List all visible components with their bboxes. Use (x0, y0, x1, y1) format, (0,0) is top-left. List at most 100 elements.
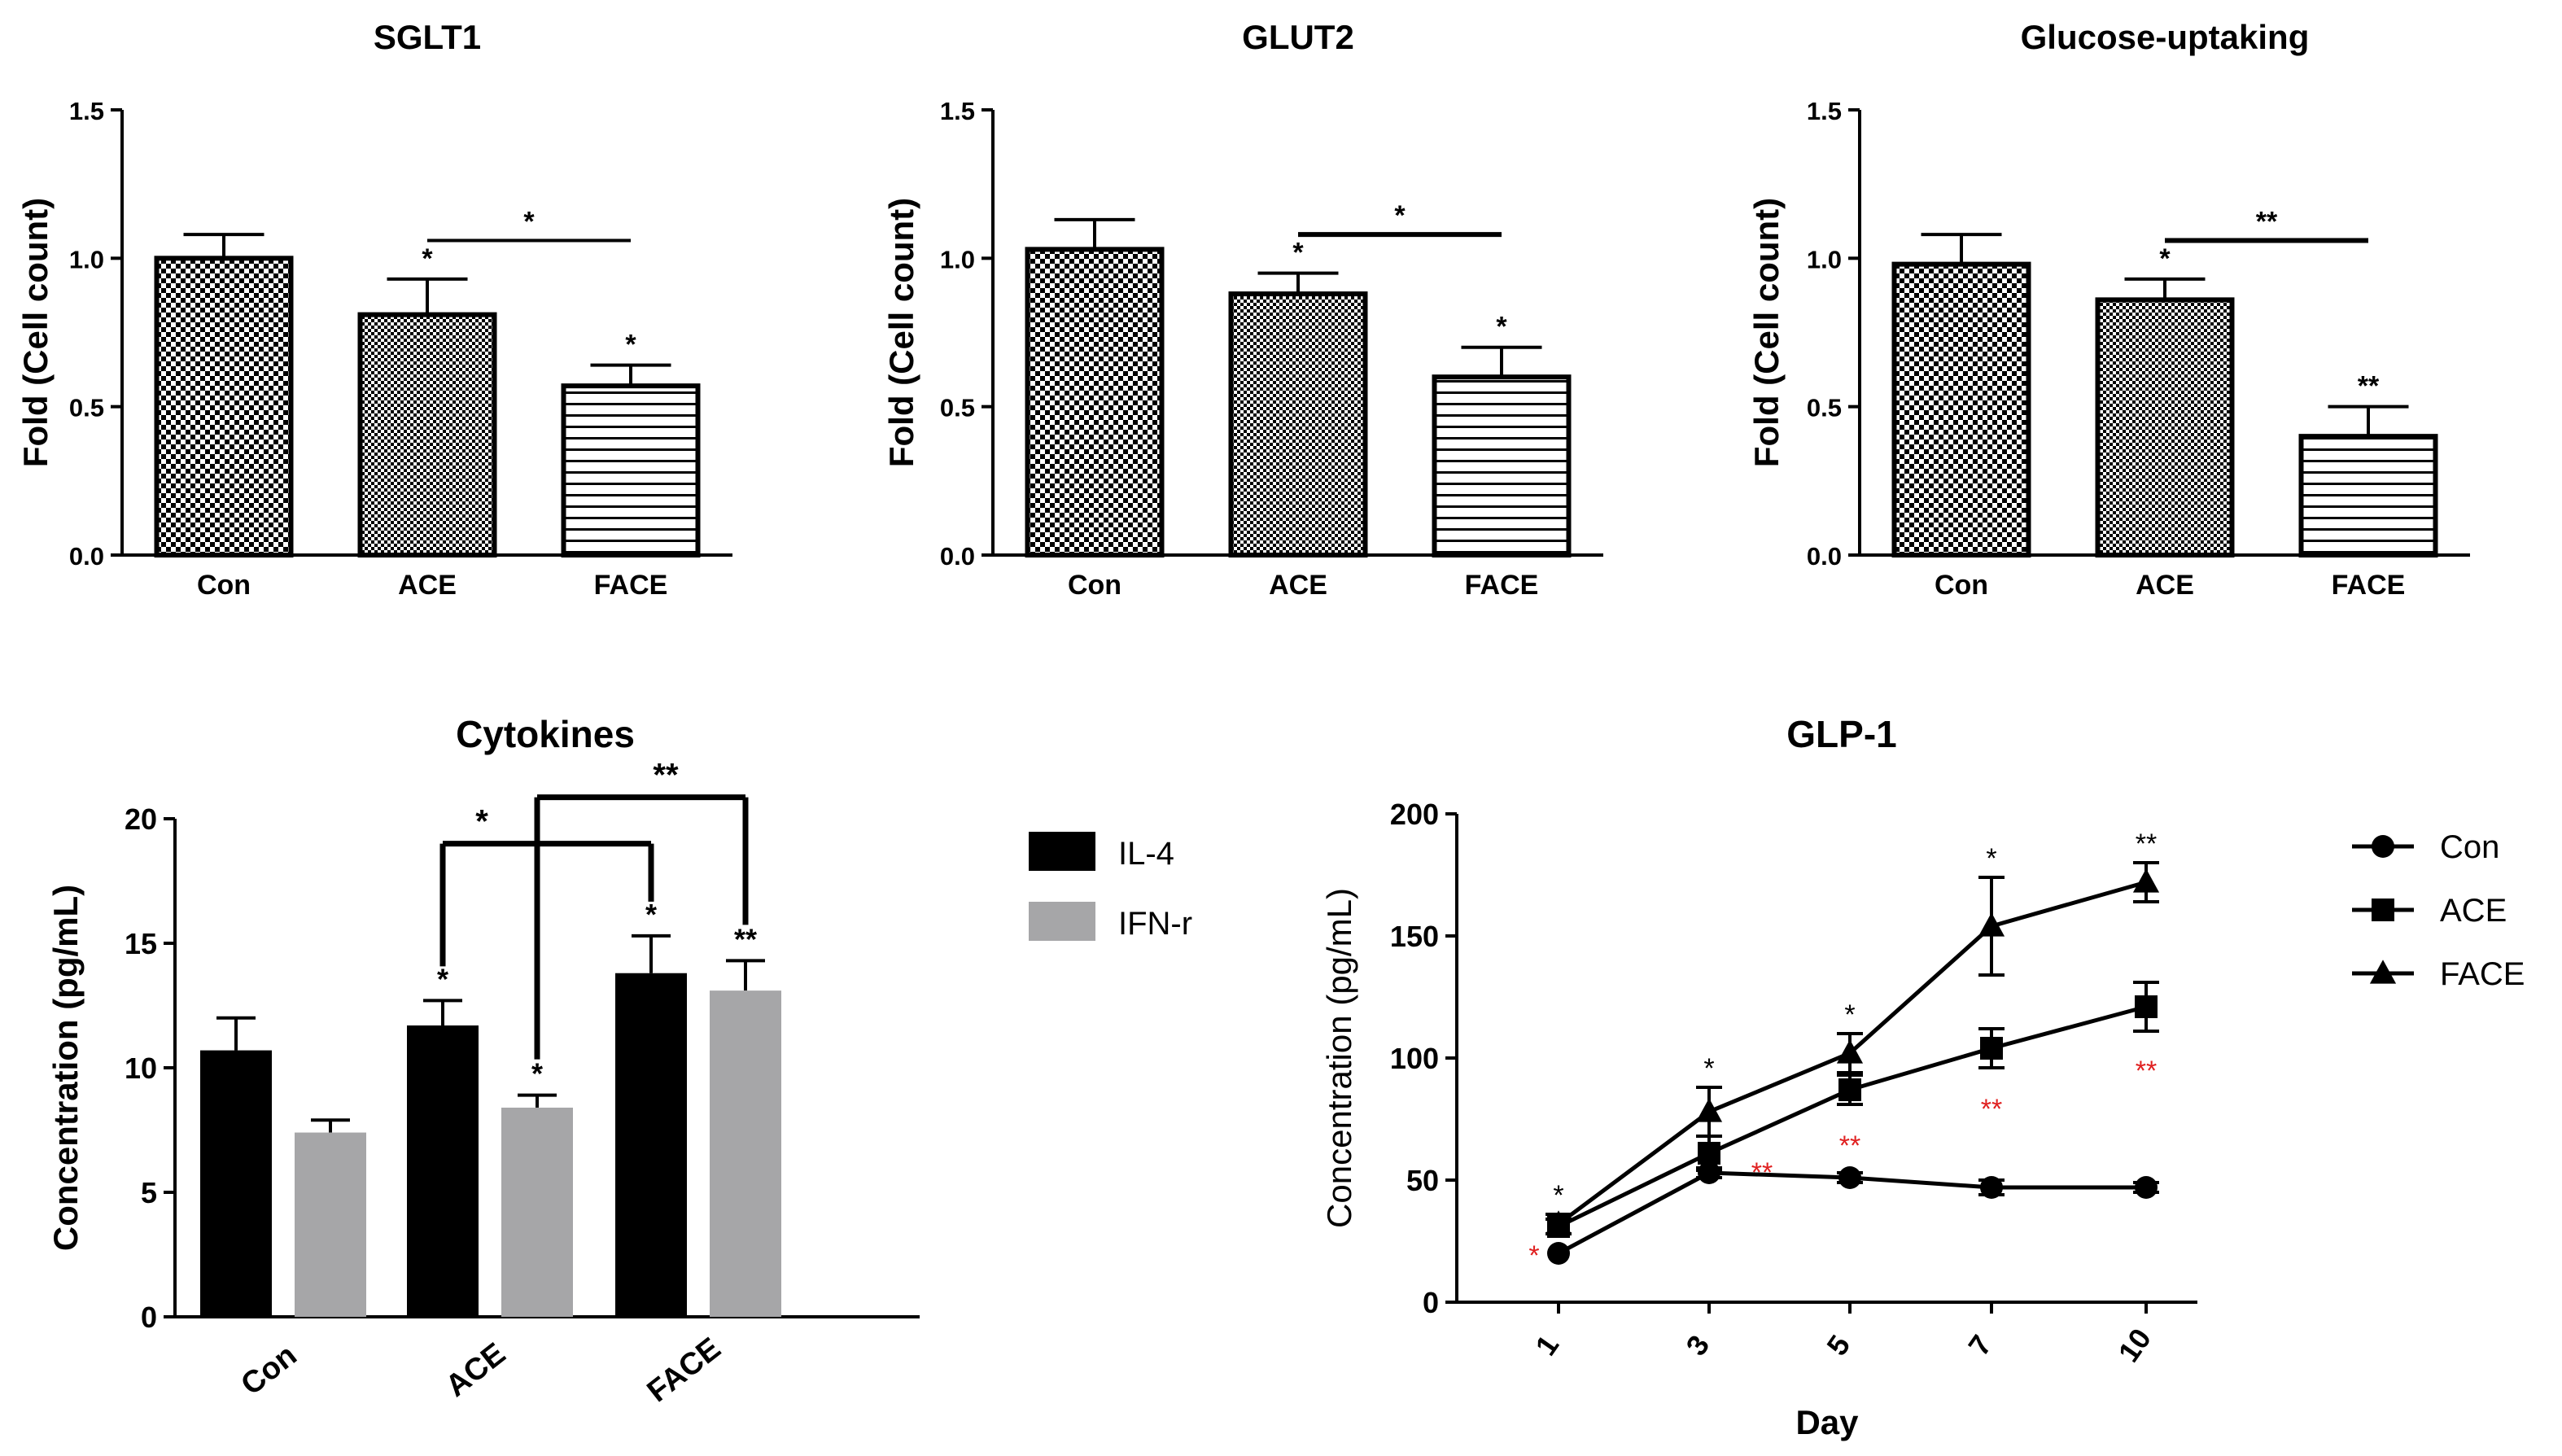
x-axis-label: Day (1795, 1403, 1859, 1441)
y-axis-label: Fold (Cell count) (16, 198, 55, 467)
y-tick-label: 150 (1390, 920, 1439, 953)
y-tick-label: 10 (125, 1052, 157, 1085)
significance-star: ** (2358, 371, 2380, 402)
x-tick-label: FACE (1465, 570, 1539, 601)
significance-star: * (1292, 238, 1304, 269)
bar-il-4-face (615, 973, 687, 1317)
y-tick-label: 5 (141, 1176, 157, 1209)
y-tick-label: 0.0 (940, 542, 975, 571)
bar-il-4-con (200, 1050, 272, 1317)
bracket-label: ** (2256, 206, 2278, 237)
bracket-label: ** (653, 758, 679, 794)
x-tick-label: FACE (594, 570, 668, 601)
bracket-label: * (475, 804, 488, 840)
legend-marker-con (2372, 835, 2394, 858)
x-tick-label: ACE (2136, 570, 2194, 601)
y-tick-label: 15 (125, 927, 157, 960)
bar-ifn-r-con (295, 1132, 366, 1317)
significance-star: * (1496, 312, 1507, 343)
point-face (1545, 1210, 1572, 1235)
series-line-ace (1557, 1004, 2147, 1229)
significance-star-face: ** (2136, 829, 2157, 859)
bar-face (1432, 374, 1572, 558)
x-tick-label: Con (1935, 570, 1988, 601)
significance-star: * (422, 243, 433, 274)
significance-star-ace: ** (2136, 1056, 2157, 1087)
legend-label: ACE (2440, 893, 2507, 929)
point-ace (1838, 1078, 1861, 1101)
x-tick-label: ACE (398, 570, 457, 601)
point-face (1695, 1098, 1723, 1122)
significance-star-ace: ** (1981, 1094, 2002, 1125)
y-tick-label: 1.5 (1807, 97, 1842, 125)
x-tick-label: ACE (439, 1336, 512, 1403)
y-tick-label: 0.0 (1807, 542, 1842, 571)
y-tick-label: 1.5 (69, 97, 104, 125)
y-axis-label: Concentration (pg/mL) (1320, 888, 1358, 1228)
significance-star: * (2159, 243, 2171, 274)
y-axis-label: Fold (Cell count) (1747, 198, 1786, 467)
x-tick-label: 7 (1961, 1329, 1998, 1362)
bar-il-4-ace (407, 1025, 479, 1317)
legend-marker-ace (2372, 899, 2394, 921)
legend-label: IFN-r (1118, 906, 1192, 942)
point-ace (2135, 995, 2158, 1018)
significance-star-face: * (1553, 1180, 1563, 1211)
chart-title: SGLT1 (374, 18, 481, 56)
point-con (1698, 1161, 1720, 1184)
legend-swatch-ifn-r (1029, 902, 1095, 941)
y-tick-label: 100 (1390, 1042, 1439, 1075)
point-face (1978, 912, 2005, 937)
y-tick-label: 0.0 (69, 542, 104, 571)
legend-label: IL-4 (1118, 836, 1174, 872)
chart-title: GLP-1 (1786, 713, 1896, 755)
point-con (1547, 1242, 1570, 1265)
y-tick-label: 1.0 (1807, 245, 1842, 273)
bar-con (1025, 247, 1165, 557)
point-ace (1980, 1037, 2003, 1060)
x-tick-label: 10 (2111, 1323, 2158, 1368)
y-tick-label: 1.5 (940, 97, 975, 125)
significance-star-face: * (1844, 999, 1855, 1030)
y-tick-label: 1.0 (69, 245, 104, 273)
x-tick-label: Con (197, 570, 251, 601)
bar-ifn-r-face (710, 990, 781, 1317)
x-tick-label: 5 (1820, 1329, 1856, 1362)
bar-face (561, 383, 701, 558)
y-tick-label: 50 (1406, 1164, 1439, 1197)
significance-star: ** (734, 922, 757, 955)
x-tick-label: Con (1068, 570, 1121, 601)
chart-title: Glucose-uptaking (2021, 18, 2310, 56)
y-tick-label: 1.0 (940, 245, 975, 273)
bar-ace (2095, 297, 2235, 557)
y-tick-label: 0 (141, 1301, 157, 1334)
bar-ace (357, 312, 497, 557)
chart-glut2: GLUT2 0.0 0.5 1.0 1.5 Fold (Cell count) Con ACE… (882, 18, 1603, 601)
significance-star-ace: ** (1839, 1130, 1860, 1161)
significance-star: * (437, 962, 448, 995)
bracket-label: * (523, 206, 535, 237)
point-ace (1698, 1142, 1720, 1165)
significance-star: * (531, 1057, 543, 1091)
x-tick-label: FACE (641, 1331, 728, 1409)
legend-label: Con (2440, 829, 2499, 865)
x-tick-label: ACE (1269, 570, 1327, 601)
y-tick-label: 200 (1390, 798, 1439, 831)
significance-star: * (625, 330, 636, 361)
point-con (2135, 1176, 2158, 1199)
x-tick-label: 3 (1679, 1329, 1716, 1362)
x-tick-label: Con (235, 1338, 304, 1402)
y-tick-label: 20 (125, 802, 157, 836)
chart-glp1: GLP-1 0 50 100 150 200 1 3 5 7 10 Concentration (pg… (1320, 713, 2525, 1441)
y-axis-label: Fold (Cell count) (882, 198, 920, 467)
bar-con (154, 256, 294, 557)
bar-ace (1228, 291, 1368, 557)
chart-glucose-uptaking: Glucose-uptaking 0.0 0.5 1.0 1.5 Fold (Cell c… (1747, 18, 2470, 601)
y-tick-label: 0.5 (1807, 394, 1842, 422)
point-face (2132, 868, 2160, 893)
significance-star-face: * (1986, 843, 1996, 874)
significance-star-ace: * (1528, 1240, 1539, 1271)
bar-con (1891, 261, 2031, 557)
